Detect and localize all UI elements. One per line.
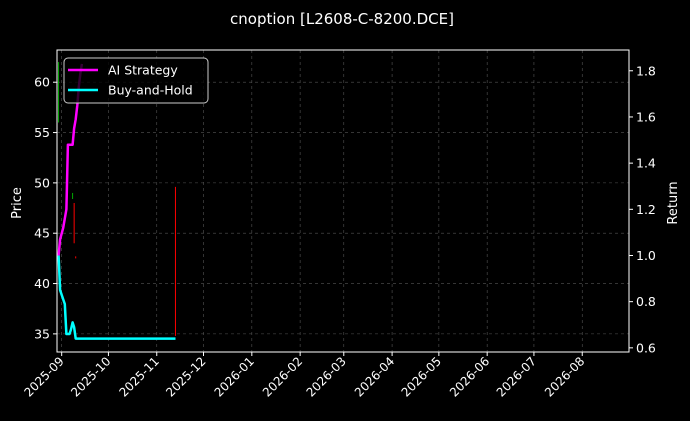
y-tick-label-right: 0.8 [636, 294, 656, 309]
legend-item-buy-and-hold-label: Buy-and-Hold [108, 83, 193, 98]
y-tick-label-left: 55 [34, 125, 50, 140]
legend-box [63, 57, 209, 104]
legend-item-ai-strategy-label: AI Strategy [108, 63, 178, 78]
y-tick-label-right: 1.8 [636, 63, 656, 78]
y-tick-label-left: 45 [34, 226, 50, 241]
legend: AI Strategy Buy-and-Hold [63, 57, 209, 104]
y-tick-label-right: 1.4 [636, 156, 656, 171]
buy-and-hold-line [57, 255, 176, 340]
price-candles [58, 62, 176, 336]
y-tick-label-right: 0.6 [636, 340, 656, 355]
y-tick-label-right: 1.6 [636, 109, 656, 124]
y-tick-label-right: 1.0 [636, 248, 656, 263]
y-tick-label-right: 1.2 [636, 202, 656, 217]
chart-title: cnoption [L2608-C-8200.DCE] [230, 10, 454, 28]
y-tick-label-left: 50 [34, 175, 50, 190]
y-tick-label-left: 40 [34, 276, 50, 291]
y-tick-label-left: 35 [34, 326, 50, 341]
y-axis-label-right: Return [666, 181, 681, 224]
y-tick-label-left: 60 [34, 75, 50, 90]
plot-frame [56, 49, 630, 353]
y-axis-label-left: Price [10, 187, 25, 219]
